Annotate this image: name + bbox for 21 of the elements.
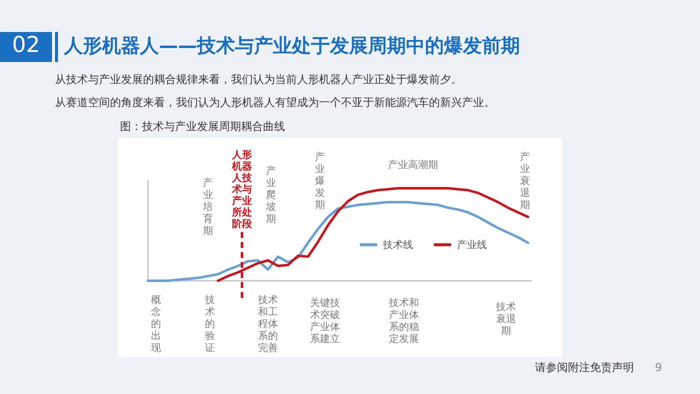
annotation: 产业爆发期: [315, 151, 325, 211]
text: 技术和产业体系的稳定发展: [388, 297, 419, 345]
annotation: 产业培育期: [202, 177, 213, 237]
text: 技术的验证: [204, 294, 215, 354]
text: 02: [12, 33, 40, 58]
chart-title: 人形机器人——技术与产业处于发展周期中的爆发前期: [63, 35, 520, 57]
text: 9: [655, 361, 662, 374]
text: 从技术与产业发展的耦合规律来看，我们认为当前人形机器人产业正处于爆发前夕。: [55, 73, 462, 86]
legend-label: 技术线: [382, 238, 413, 251]
text: 技术和工程体系的完善: [257, 294, 278, 354]
annotation: 产业衰退期: [520, 151, 530, 211]
annotation: 产业爬坡期: [265, 165, 276, 225]
text: 产业高潮期: [388, 159, 438, 171]
text: 从赛道空间的角度来看，我们认为人形机器人有望成为一个不亚于新能源汽车的新兴产业。: [55, 96, 495, 109]
text: 图：技术与产业发展周期耦合曲线: [120, 120, 285, 133]
text: 概念的出现: [151, 294, 161, 354]
legend-label: 产业线: [457, 238, 487, 251]
text: 请参阅附注免责声明: [535, 361, 634, 374]
text: 人形机器人技术与产业所处阶段: [232, 150, 252, 230]
text: 技术衰退期: [495, 301, 516, 337]
text: 关键技术突破产业体系建立: [310, 297, 340, 345]
